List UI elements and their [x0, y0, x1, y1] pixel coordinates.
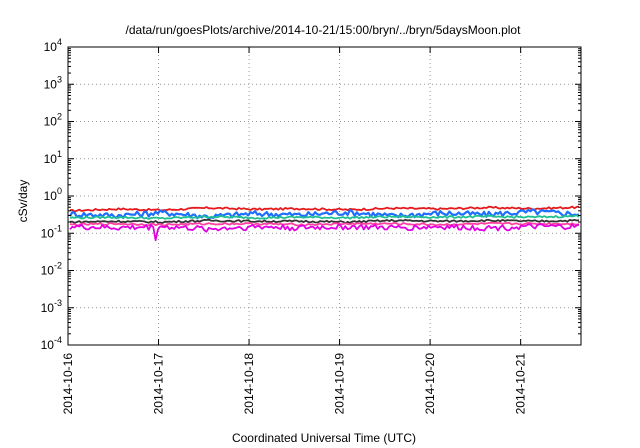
series-line — [69, 221, 580, 227]
y-tick-label: 10-2 — [41, 261, 62, 278]
chart-title: /data/run/goesPlots/archive/2014-10-21/1… — [126, 23, 522, 37]
x-tick-label: 2014-10-19 — [333, 353, 347, 415]
series-line — [69, 223, 580, 242]
series-group — [69, 205, 580, 242]
y-tick-label: 100 — [44, 186, 62, 203]
y-tick-label: 104 — [44, 37, 62, 54]
x-axis-label: Coordinated Universal Time (UTC) — [232, 431, 416, 445]
x-tick-label: 2014-10-16 — [61, 353, 75, 415]
y-tick-label: 10-1 — [41, 223, 62, 240]
series-line — [69, 214, 580, 220]
y-axis-ticks: 104 103 102 101 100 10-1 10-2 10-3 10-4 — [41, 37, 581, 352]
grid — [68, 47, 581, 345]
y-axis-label: cSv/day — [16, 180, 30, 223]
x-tick-label: 2014-10-17 — [152, 353, 166, 415]
series-line — [69, 218, 580, 224]
y-tick-label: 10-4 — [41, 335, 62, 352]
y-tick-label: 101 — [44, 149, 62, 166]
x-tick-label: 2014-10-20 — [423, 353, 437, 415]
y-tick-label: 10-3 — [41, 298, 62, 315]
series-line — [69, 205, 580, 213]
x-tick-label: 2014-10-18 — [242, 353, 256, 415]
x-axis-ticks: 2014-10-16 2014-10-17 2014-10-18 2014-10-19… — [61, 47, 528, 414]
x-tick-label: 2014-10-21 — [514, 353, 528, 415]
y-tick-label: 103 — [44, 74, 62, 91]
series-line — [69, 208, 580, 220]
y-tick-label: 102 — [44, 112, 62, 129]
